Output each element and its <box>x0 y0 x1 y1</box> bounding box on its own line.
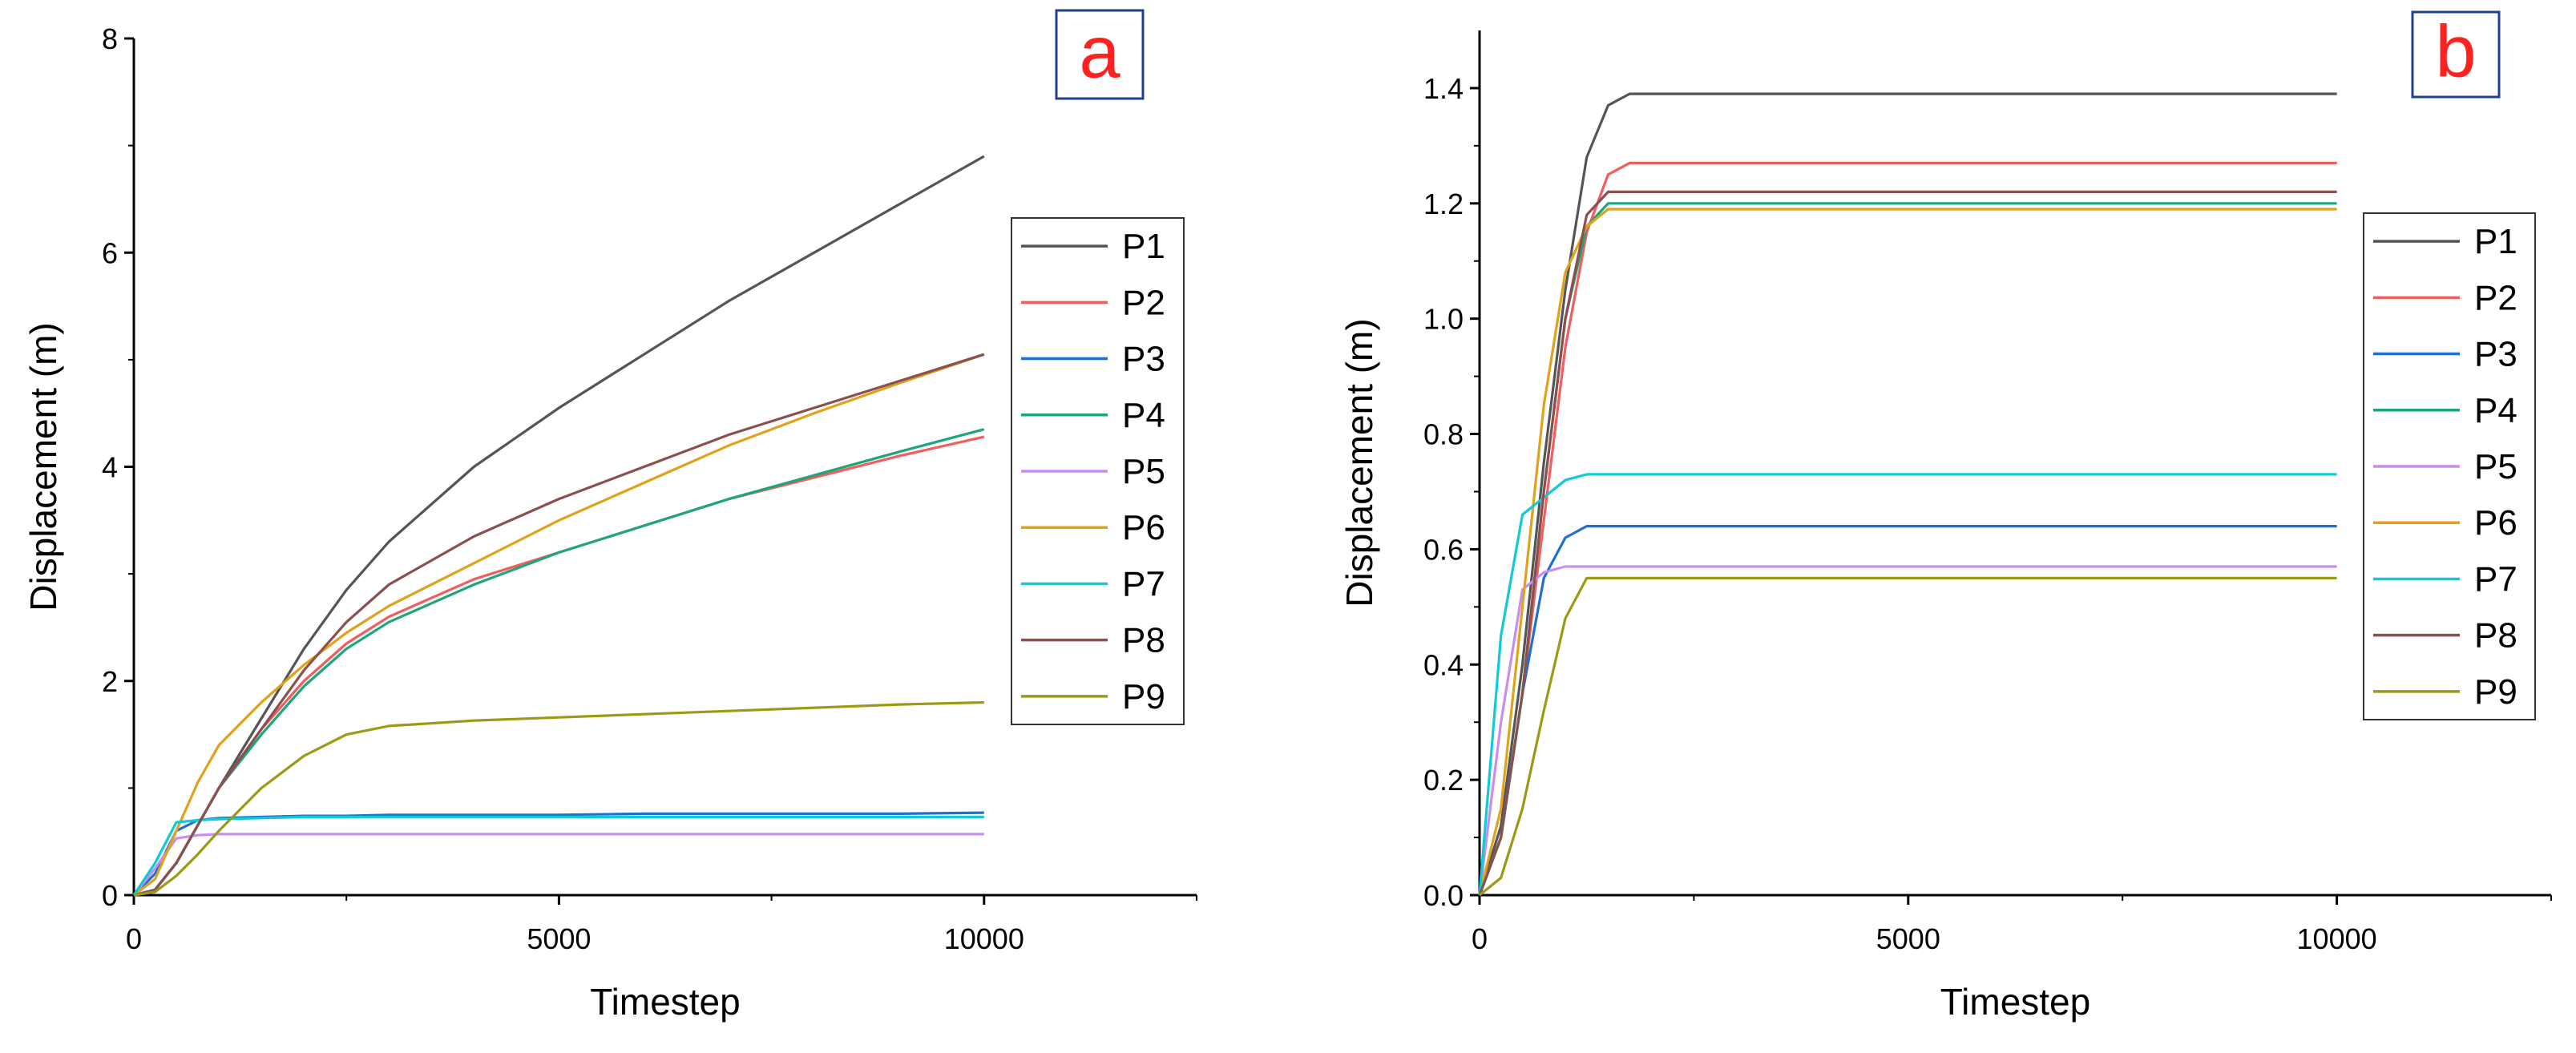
legend-label: P2 <box>1122 283 1165 322</box>
y-tick-label: 1.4 <box>1423 72 1464 105</box>
legend-label: P4 <box>1122 396 1165 435</box>
x-axis-title: Timestep <box>1940 981 2090 1023</box>
y-tick-label: 0.4 <box>1423 648 1464 681</box>
series-line-p3 <box>1478 524 2337 896</box>
series-line-p7 <box>1478 473 2337 896</box>
series-line-p5 <box>132 833 984 896</box>
series-line-p2 <box>133 435 985 897</box>
y-tick-label: 2 <box>102 665 118 698</box>
legend-label: P1 <box>1122 227 1165 266</box>
series-line-p5 <box>1478 565 2337 896</box>
legend-label: P7 <box>2474 559 2517 599</box>
series-line-p9 <box>133 700 984 897</box>
legend-label: P4 <box>2474 391 2517 430</box>
x-tick-label: 0 <box>1472 922 1488 955</box>
y-tick-label: 0.8 <box>1423 418 1464 451</box>
series-line-p8 <box>133 353 985 897</box>
series-line-p2 <box>1478 161 2337 896</box>
series-line-p3 <box>132 811 984 897</box>
legend-label: P6 <box>1122 508 1165 547</box>
legend-label: P5 <box>2474 447 2517 486</box>
legend-label: P8 <box>2474 616 2517 656</box>
y-axis-title: Displacement (m) <box>22 322 64 611</box>
x-tick-label: 5000 <box>1876 922 1940 955</box>
chart-panel-a: 0 2 4 6 8 0 5000 10000 Timestep Displacement (m) P… <box>22 9 1197 1023</box>
series-line-p7 <box>132 815 984 896</box>
y-tick-label: 0.2 <box>1423 764 1464 797</box>
x-tick-label: 10000 <box>2297 922 2377 955</box>
legend-label: P6 <box>2474 503 2517 543</box>
legend-label: P8 <box>1122 621 1165 660</box>
series-line-p6 <box>133 353 985 897</box>
y-tick-label: 4 <box>102 451 118 484</box>
panel-label-box <box>2411 10 2501 99</box>
legend-label: P9 <box>2474 672 2517 712</box>
x-axis-title: Timestep <box>590 981 740 1023</box>
y-tick-label: 0.0 <box>1423 879 1464 912</box>
panel-label: a <box>1079 12 1120 94</box>
legend-label: P3 <box>2474 335 2517 374</box>
legend-label: P2 <box>2474 278 2517 317</box>
x-tick-label: 0 <box>126 922 142 955</box>
y-tick-label: 6 <box>102 236 118 269</box>
y-axis-title: Displacement (m) <box>1338 318 1380 607</box>
series-line-p4 <box>1478 202 2337 896</box>
y-tick-label: 0.6 <box>1423 533 1464 566</box>
legend-label: P1 <box>2474 222 2517 261</box>
panel-label-box <box>1055 9 1145 100</box>
y-tick-label: 1.2 <box>1423 188 1464 220</box>
series-line-p9 <box>1478 576 2337 897</box>
series-line-p1 <box>1478 92 2337 896</box>
legend-label: P9 <box>1122 677 1165 716</box>
x-tick-label: 5000 <box>527 922 591 955</box>
y-tick-label: 8 <box>102 22 118 55</box>
panel-label: b <box>2435 11 2476 93</box>
legend-label: P7 <box>1122 564 1165 603</box>
y-tick-label: 1.0 <box>1423 303 1464 336</box>
series-line-p6 <box>1478 208 2337 896</box>
legend-label: P3 <box>1122 340 1165 379</box>
legend-label: P5 <box>1122 452 1165 491</box>
chart-panel-b: 0.0 0.2 0.4 0.6 0.8 1.0 1.2 1.4 0 5000 10000 Timest… <box>1338 10 2552 1023</box>
series-line-p1 <box>133 155 985 897</box>
x-tick-label: 10000 <box>944 922 1024 955</box>
series-line-p8 <box>1478 190 2337 896</box>
y-tick-label: 0 <box>102 879 118 912</box>
